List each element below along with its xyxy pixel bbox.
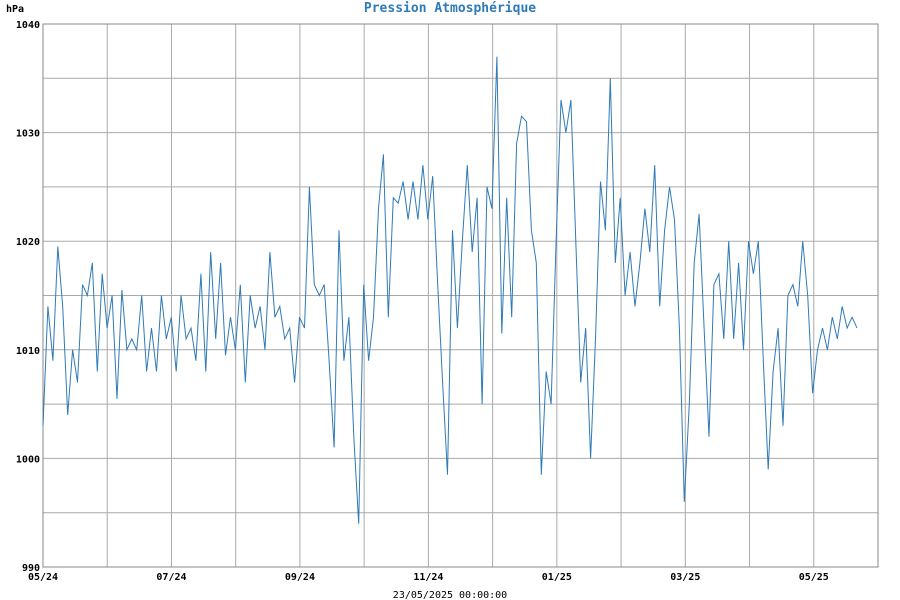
- x-tick-label: 05/24: [28, 572, 58, 583]
- plot-frame: [42, 23, 879, 568]
- chart-title: Pression Atmosphérique: [364, 1, 536, 16]
- x-tick-label: 11/24: [413, 572, 443, 583]
- x-tick-label: 07/24: [156, 572, 186, 583]
- series-line-pressure: [42, 56, 858, 524]
- x-tick-label: 09/24: [285, 572, 315, 583]
- x-tick-label: 05/25: [799, 572, 829, 583]
- y-tick-label: 1020: [16, 237, 40, 248]
- y-tick-label: 1040: [16, 20, 40, 31]
- y-tick-label: 1000: [16, 454, 40, 465]
- y-axis-ticks: 990 1000 1010 1020 1030 1040: [16, 20, 40, 574]
- y-tick-label: 1010: [16, 346, 40, 357]
- x-axis-label: 23/05/2025 00:00:00: [393, 590, 507, 600]
- x-tick-label: 01/25: [542, 572, 572, 583]
- x-tick-label: 03/25: [670, 572, 700, 583]
- y-tick-label: 990: [22, 563, 40, 574]
- x-axis-ticks: 05/24 07/24 09/24 11/24 01/25 03/25 05/25: [28, 572, 829, 583]
- y-axis-label: hPa: [6, 4, 24, 15]
- y-tick-label: 1030: [16, 129, 40, 140]
